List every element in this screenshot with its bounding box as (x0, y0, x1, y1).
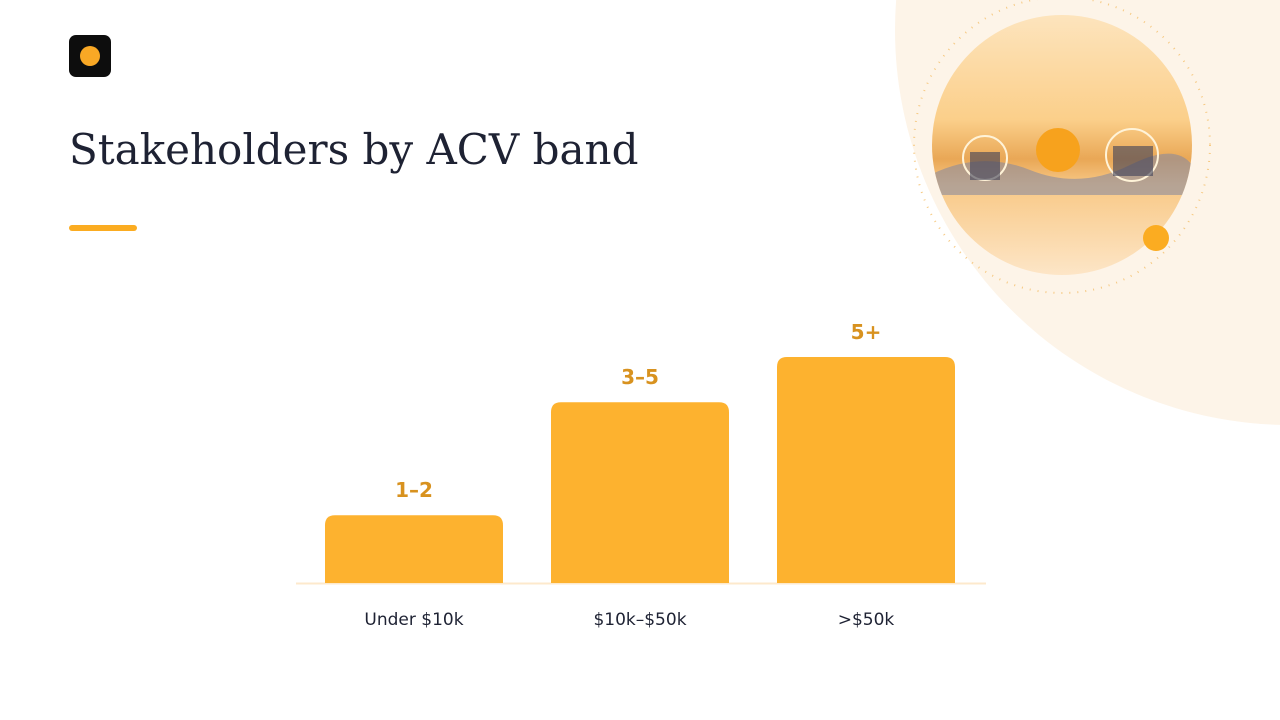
bar (325, 515, 503, 583)
logo-mark (80, 46, 100, 66)
value-label: 3–5 (621, 365, 659, 389)
title-underline (69, 225, 137, 231)
accent-dot (1143, 225, 1169, 251)
value-label: 5+ (851, 320, 882, 344)
bar (777, 357, 955, 583)
bar (551, 402, 729, 583)
chart-title: Stakeholders by ACV band (69, 125, 638, 174)
x-tick-label: $10k–$50k (593, 610, 686, 630)
x-tick-label: Under $10k (364, 610, 463, 630)
value-label: 1–2 (395, 478, 433, 502)
x-tick-label: >$50k (838, 610, 895, 630)
dotted-ring (913, 0, 1211, 294)
